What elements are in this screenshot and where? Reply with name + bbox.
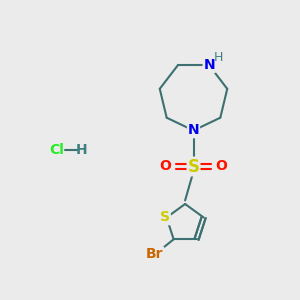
Text: S: S bbox=[188, 158, 200, 175]
Text: N: N bbox=[188, 124, 199, 137]
Text: N: N bbox=[203, 58, 215, 72]
Text: S: S bbox=[160, 211, 170, 224]
Text: O: O bbox=[215, 160, 227, 173]
Text: H: H bbox=[214, 51, 224, 64]
Text: H: H bbox=[76, 143, 87, 157]
Text: Cl: Cl bbox=[50, 143, 64, 157]
Text: Br: Br bbox=[146, 247, 164, 261]
Text: O: O bbox=[160, 160, 172, 173]
